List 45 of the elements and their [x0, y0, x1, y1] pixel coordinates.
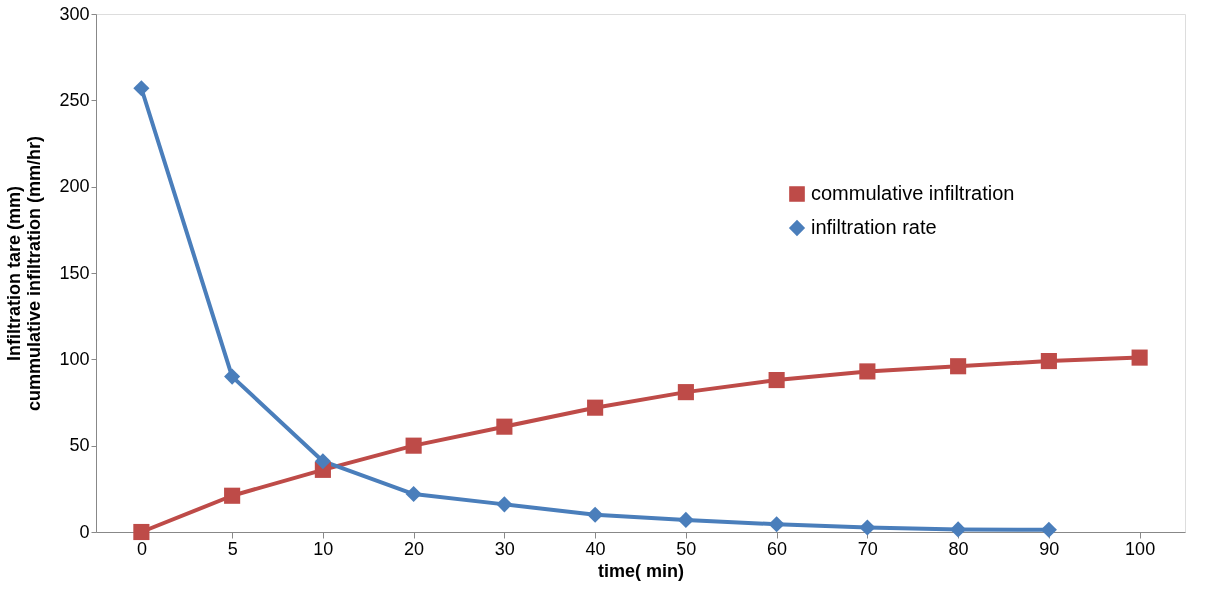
point	[859, 519, 876, 536]
x-tick-label: 60	[767, 538, 788, 559]
y-tick-label: 200	[59, 176, 90, 197]
y-tick-label: 0	[79, 521, 90, 542]
point	[950, 358, 967, 375]
y-tick-label: 100	[59, 348, 90, 369]
x-tick-label: 5	[227, 538, 238, 559]
point	[950, 521, 967, 538]
legend-label: commulative infiltration	[811, 182, 1015, 204]
point	[587, 399, 604, 416]
x-tick-label: 50	[676, 538, 697, 559]
x-tick-label: 0	[136, 538, 147, 559]
x-tick-label: 90	[1039, 538, 1060, 559]
x-tick-label: 80	[948, 538, 969, 559]
y-axis-title: Infiltration tare (mm) cummulative infiltration (mm/hr)	[4, 135, 45, 412]
x-tick-label: 100	[1125, 538, 1156, 559]
point	[496, 418, 513, 435]
y-tick-label: 150	[59, 262, 90, 283]
point	[1040, 521, 1057, 538]
point	[224, 368, 241, 385]
x-axis-title: time( min)	[597, 560, 685, 581]
point	[587, 506, 604, 523]
x-tick-label: 30	[494, 538, 515, 559]
point	[1131, 349, 1148, 366]
y-tick-label: 250	[59, 89, 90, 110]
y-tick-label: 50	[69, 435, 90, 456]
x-tick-label: 70	[857, 538, 878, 559]
y-tick-label: 300	[59, 3, 90, 24]
point	[314, 453, 331, 470]
point	[496, 496, 513, 513]
x-tick-label: 40	[585, 538, 606, 559]
point	[677, 511, 694, 528]
legend-label: infiltration rate	[811, 216, 937, 238]
point	[405, 485, 422, 503]
point	[859, 363, 876, 380]
point	[133, 523, 150, 541]
point	[224, 487, 241, 504]
x-tick-label: 20	[404, 538, 425, 559]
point	[768, 371, 785, 389]
point	[677, 384, 694, 401]
point	[768, 516, 785, 533]
point	[133, 80, 150, 97]
x-tick-label: 10	[313, 538, 334, 559]
point	[1040, 353, 1057, 370]
point	[405, 437, 422, 454]
